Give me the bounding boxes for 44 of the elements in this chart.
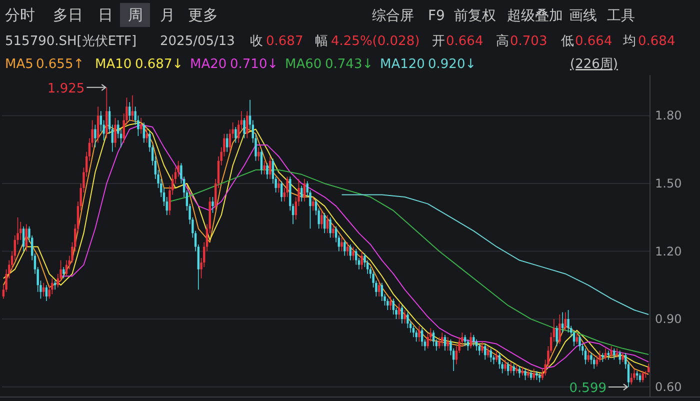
text: MA5 <box>5 57 34 72</box>
text: 0.920↓ <box>428 57 476 72</box>
text: 0.655↑ <box>36 57 84 72</box>
text: 工具 <box>607 8 635 24</box>
text: MA20 <box>190 57 227 72</box>
text: 0.687↓ <box>135 57 184 72</box>
y-tick-label: 1.20 <box>655 244 682 258</box>
annotation: 0.599 <box>569 381 606 396</box>
text: 周 <box>128 6 143 24</box>
text: 综合屏 <box>372 8 414 24</box>
text: 更多 <box>188 6 218 24</box>
text: 0.664 <box>575 34 612 49</box>
text: MA120 <box>380 57 425 72</box>
y-tick-label: 1.50 <box>655 176 682 190</box>
text: 分时 <box>5 6 35 24</box>
text: 多日 <box>53 6 83 24</box>
chart-title: 515790.SH[光伏ETF] <box>5 34 137 49</box>
text: 开 <box>432 34 445 49</box>
text: 0.703 <box>510 34 548 49</box>
y-tick-label: 0.60 <box>655 380 682 394</box>
y-tick-label: 0.90 <box>655 312 682 326</box>
annotation: 1.925 <box>47 81 85 96</box>
text: 0.743↓ <box>325 57 374 72</box>
text: F9 <box>428 8 445 24</box>
text: MA10 <box>95 57 132 72</box>
text: 画线 <box>569 8 597 24</box>
text: MA60 <box>285 57 322 72</box>
text: 0.710↓ <box>230 57 278 72</box>
text: 均 <box>622 34 636 49</box>
text: 超级叠加 <box>507 8 563 24</box>
y-tick-label: 1.80 <box>655 108 682 123</box>
text: 0.664 <box>446 34 484 49</box>
text: 0.687 <box>266 34 304 49</box>
text: 2025/05/13 <box>160 34 235 49</box>
text: 前复权 <box>454 8 496 24</box>
text: 4.25%(0.028) <box>331 34 420 49</box>
text: 低 <box>561 34 574 49</box>
text: 高 <box>496 33 509 49</box>
text: 月 <box>160 6 175 24</box>
text: 0.684 <box>638 34 676 49</box>
text: 日 <box>98 6 113 24</box>
text: (226周) <box>570 57 618 72</box>
text: 幅 <box>315 34 328 49</box>
text: 收 <box>250 34 263 49</box>
